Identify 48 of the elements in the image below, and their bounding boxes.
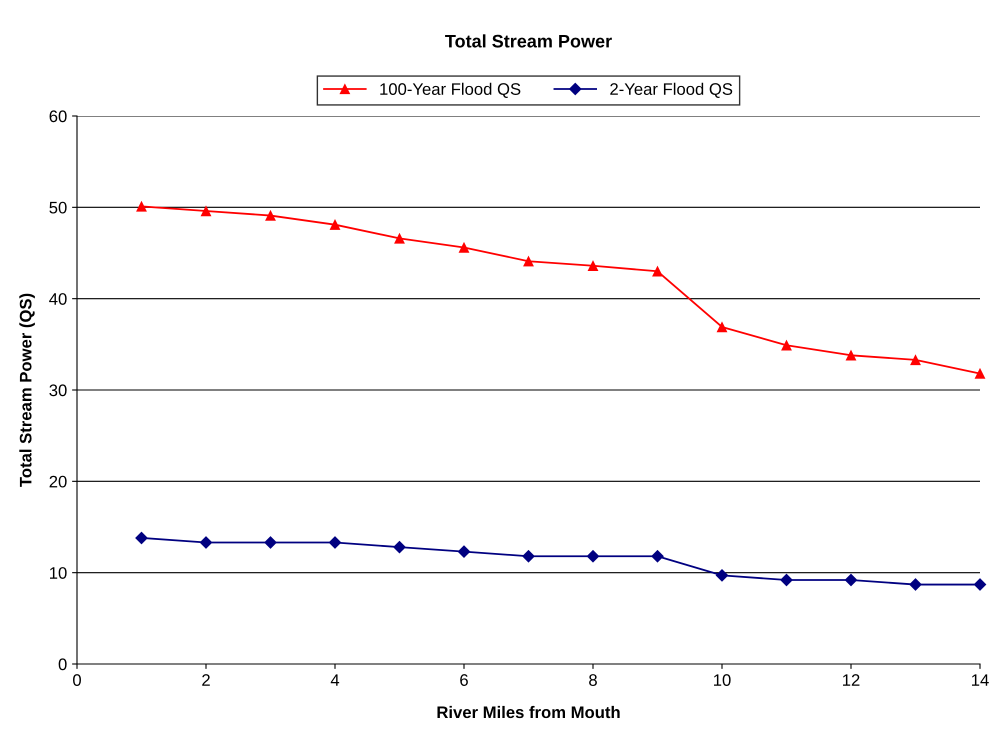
point — [522, 550, 535, 562]
x-tick-label: 10 — [714, 674, 731, 686]
y-tick-label: 20 — [50, 476, 67, 488]
point — [136, 201, 147, 212]
point — [328, 536, 342, 549]
point — [651, 550, 664, 562]
point — [394, 233, 405, 244]
point — [200, 206, 212, 216]
point — [974, 368, 986, 379]
point — [846, 350, 856, 361]
point — [330, 219, 340, 230]
y-axis-title: Total Stream Power (QS) — [19, 294, 35, 487]
point — [458, 242, 470, 253]
x-tick-label: 14 — [972, 674, 989, 686]
point — [910, 354, 921, 366]
point — [265, 210, 276, 221]
legend-label: 2-Year Flood QS — [610, 82, 732, 98]
x-axis-title: River Miles from Mouth — [437, 706, 620, 718]
y-tick-label: 60 — [50, 110, 67, 122]
point — [586, 550, 600, 562]
point — [716, 569, 728, 582]
point — [588, 260, 598, 271]
point — [264, 536, 277, 549]
y-tick-label: 10 — [50, 567, 67, 579]
point — [781, 340, 792, 350]
x-tick-label: 4 — [330, 674, 340, 686]
y-tick-label: 40 — [49, 293, 67, 305]
point — [974, 578, 986, 591]
point — [652, 266, 663, 276]
point — [716, 322, 728, 332]
x-tick-label: 12 — [843, 674, 860, 686]
x-tick-label: 6 — [460, 674, 468, 686]
point — [393, 540, 406, 554]
legend-label: 100-Year Flood QS — [380, 82, 520, 98]
point — [135, 532, 148, 544]
point — [458, 545, 470, 558]
point — [200, 536, 212, 549]
chart-title: Total Stream Power — [445, 34, 612, 48]
y-tick-label: 50 — [49, 202, 67, 214]
y-tick-label: 30 — [49, 384, 67, 396]
point — [844, 574, 858, 586]
point — [780, 574, 793, 586]
point — [523, 256, 534, 266]
y-tick-label: 0 — [58, 658, 67, 670]
point — [909, 578, 922, 591]
x-tick-label: 2 — [202, 674, 210, 686]
x-tick-label: 0 — [73, 674, 81, 686]
x-tick-label: 8 — [589, 674, 597, 686]
